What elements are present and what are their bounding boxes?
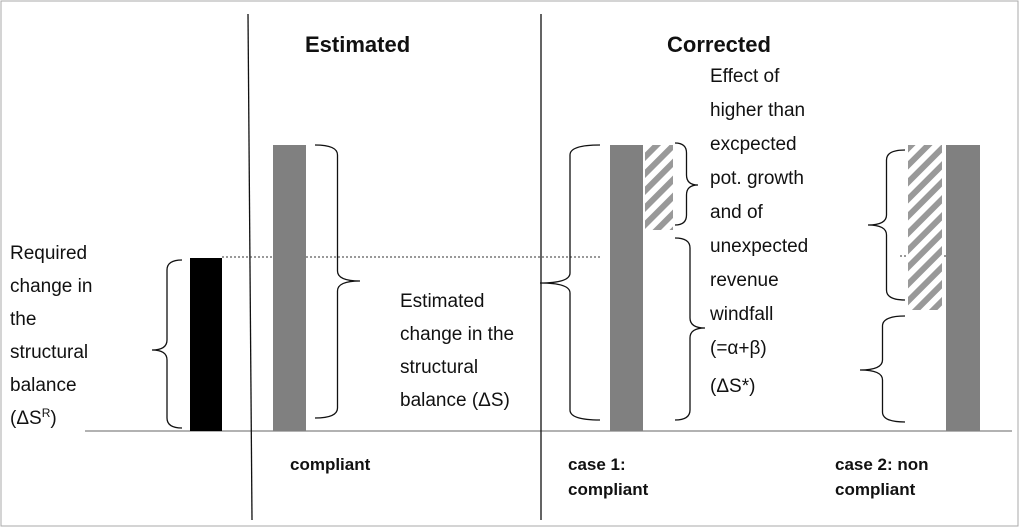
brace (151, 259, 183, 429)
brace (674, 142, 699, 226)
divider (247, 13, 253, 521)
effect-label: pot. growth (710, 168, 804, 189)
estimated-bar (273, 145, 306, 431)
case-caption: case 1: (568, 455, 626, 474)
effect-label: revenue (710, 270, 779, 291)
case-caption: case 2: non (835, 455, 929, 474)
left-label: change in (10, 276, 92, 297)
estimated-label: balance (ΔS) (400, 390, 510, 411)
estimated-label: structural (400, 357, 478, 378)
case1-hatched-bar (645, 145, 673, 230)
effect-label: higher than (710, 100, 805, 121)
estimated-label: change in the (400, 324, 514, 345)
label-part: (ΔS (10, 408, 42, 429)
left-label-last: (ΔSR) (10, 406, 57, 429)
brace (539, 144, 601, 421)
left-label: structural (10, 342, 88, 363)
estimated-label: Estimated (400, 291, 484, 312)
effect-label: windfall (709, 304, 773, 325)
label-superscript: R (42, 406, 51, 420)
brace (859, 315, 906, 423)
case-caption: compliant (835, 480, 916, 499)
effect-label: excpected (710, 134, 797, 155)
required-bar (190, 258, 222, 431)
effect-label: (=α+β) (710, 338, 767, 359)
brace (314, 144, 361, 419)
delta-label: (ΔS*) (710, 376, 755, 397)
brace (674, 237, 706, 421)
left-label: Required (10, 243, 87, 264)
case1-bar (610, 145, 643, 431)
brace (867, 149, 906, 301)
effect-label: and of (710, 202, 764, 223)
label-part: ) (50, 408, 56, 429)
effect-label: Effect of (710, 66, 780, 87)
caption: compliant (290, 455, 371, 474)
left-label: the (10, 309, 36, 330)
case-caption: compliant (568, 480, 649, 499)
estimated-title: Estimated (305, 32, 410, 57)
effect-label: unexpected (710, 236, 808, 257)
case2-hatched-bar (908, 145, 942, 310)
corrected-title: Corrected (667, 32, 771, 57)
case2-bar (946, 145, 980, 431)
left-label: balance (10, 375, 77, 396)
